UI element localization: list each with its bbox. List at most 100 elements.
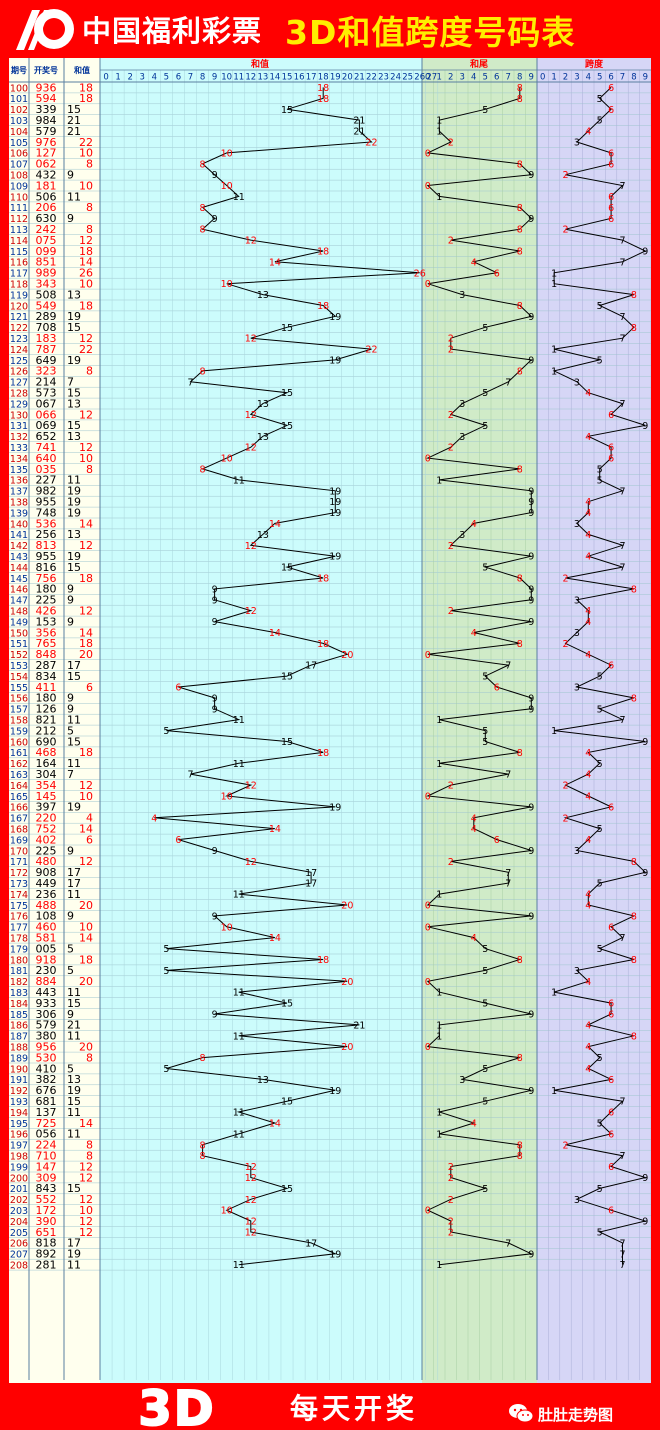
sum-point: 13	[257, 432, 269, 443]
tail-point: 9	[528, 312, 534, 323]
number-cell: 397	[36, 801, 57, 814]
sum-point: 5	[163, 1064, 169, 1075]
trend-line	[552, 87, 648, 1265]
span-point: 4	[585, 1064, 591, 1075]
sum-cell: 21	[67, 1019, 81, 1032]
span-tick-label: 2	[563, 73, 568, 83]
footer-3d-text: 3D	[138, 1385, 215, 1429]
issue-cell: 206	[10, 1239, 28, 1250]
number-cell: 787	[36, 343, 57, 356]
issue-cell: 168	[10, 824, 28, 835]
issue-cell: 116	[10, 258, 28, 269]
number-cell: 594	[36, 92, 57, 105]
span-point: 4	[585, 791, 591, 802]
sum-point: 12	[245, 1173, 257, 1184]
sum-point: 20	[341, 650, 353, 661]
issue-cell: 185	[10, 1010, 28, 1021]
tail-point: 2	[448, 345, 454, 356]
tail-point: 3	[459, 290, 465, 301]
sum-cell: 18	[79, 637, 93, 650]
span-point: 7	[619, 257, 625, 268]
number-cell: 530	[36, 1051, 57, 1064]
span-point: 4	[585, 748, 591, 759]
sum-point: 11	[233, 192, 245, 203]
number-cell: 225	[36, 594, 57, 607]
sum-point: 9	[212, 1009, 218, 1020]
issue-cell: 146	[10, 585, 28, 596]
tail-tick-label: 3	[460, 73, 465, 83]
issue-cell: 114	[10, 236, 28, 247]
span-point: 6	[608, 105, 614, 116]
span-point: 9	[642, 868, 648, 879]
number-cell: 725	[36, 1117, 57, 1130]
sum-tick-label: 1	[115, 73, 120, 83]
tail-point: 5	[482, 323, 488, 334]
sum-point: 4	[151, 813, 157, 824]
number-cell: 652	[36, 430, 57, 443]
span-point: 5	[597, 1118, 603, 1129]
tail-point: 2	[448, 334, 454, 345]
sum-point: 18	[317, 83, 329, 94]
number-cell: 834	[36, 670, 57, 683]
issue-cell: 101	[10, 94, 28, 105]
issue-cell: 139	[10, 508, 28, 519]
number-cell: 640	[36, 452, 57, 465]
number-cell: 710	[36, 1149, 57, 1162]
tail-point: 9	[528, 552, 534, 563]
span-point: 6	[608, 802, 614, 813]
issue-cell: 103	[10, 116, 28, 127]
tail-point: 8	[517, 246, 523, 257]
issue-cell: 177	[10, 923, 28, 934]
sum-tick-label: 17	[306, 73, 317, 83]
sum-cell: 20	[79, 899, 93, 912]
sum-point: 11	[233, 890, 245, 901]
span-point: 8	[631, 290, 637, 301]
header-sum: 和值	[74, 65, 90, 75]
sum-cell: 14	[79, 626, 93, 639]
number-cell: 432	[36, 168, 57, 181]
tail-point: 0	[425, 148, 431, 159]
span-point: 9	[642, 421, 648, 432]
sum-tick-label: 2	[127, 73, 132, 83]
number-cell: 164	[36, 757, 57, 770]
issue-cell: 117	[10, 269, 28, 280]
span-point: 4	[585, 835, 591, 846]
tail-point: 5	[482, 1184, 488, 1195]
sum-point: 12	[245, 410, 257, 421]
issue-cell: 188	[10, 1042, 28, 1053]
number-cell: 984	[36, 114, 57, 127]
tail-point: 1	[436, 192, 442, 203]
number-cell: 067	[36, 397, 57, 410]
sum-cell: 9	[67, 844, 74, 857]
tail-point: 3	[459, 1075, 465, 1086]
issue-cell: 130	[10, 410, 28, 421]
sum-cell: 13	[67, 288, 81, 301]
sum-point: 21	[353, 127, 365, 138]
number-cell: 748	[36, 506, 57, 519]
span-point: 5	[597, 116, 603, 127]
sum-tick-label: 3	[140, 73, 145, 83]
sum-point: 10	[221, 181, 233, 192]
span-point: 4	[585, 530, 591, 541]
span-point: 6	[608, 1206, 614, 1217]
tail-point: 0	[425, 650, 431, 661]
number-cell: 066	[36, 408, 57, 421]
issue-cell: 106	[10, 149, 28, 160]
span-point: 4	[585, 127, 591, 138]
tail-point: 9	[528, 595, 534, 606]
sum-cell: 20	[79, 975, 93, 988]
issue-cell: 163	[10, 770, 28, 781]
tail-point: 0	[425, 977, 431, 988]
issue-cell: 174	[10, 890, 28, 901]
number-cell: 230	[36, 964, 57, 977]
number-cell: 851	[36, 256, 57, 269]
chart-background	[9, 58, 651, 1383]
sum-point: 13	[257, 290, 269, 301]
span-point: 9	[642, 1173, 648, 1184]
span-point: 3	[574, 682, 580, 693]
welfare-lottery-logo-icon	[16, 9, 74, 50]
issue-cell: 104	[10, 127, 28, 138]
sum-cell: 8	[86, 1149, 93, 1162]
issue-cell: 176	[10, 912, 28, 923]
number-cell: 062	[36, 158, 57, 171]
